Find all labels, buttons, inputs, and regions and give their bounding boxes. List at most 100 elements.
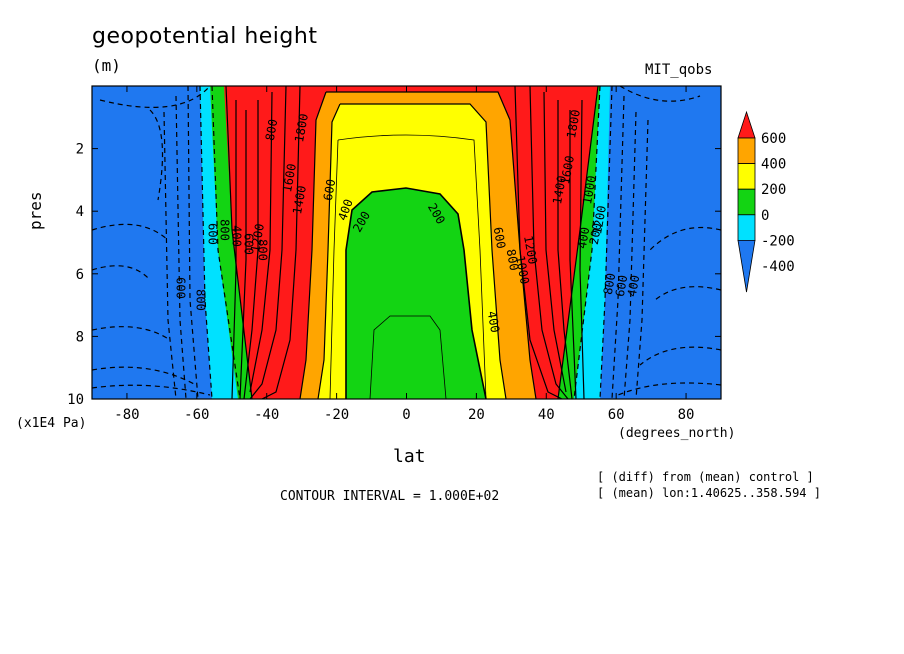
colorbar-label: 200: [761, 182, 786, 198]
y-tick-label: 6: [76, 267, 84, 283]
x-tick-label: -80: [114, 407, 139, 423]
contour-label: 600: [491, 226, 509, 250]
x-tick-label: -60: [184, 407, 209, 423]
region-neg-north: [572, 86, 610, 399]
contour-label: 800: [601, 272, 619, 296]
chart-units: (m): [92, 56, 121, 75]
colorbar-swatch: [737, 137, 756, 165]
x-tick-label: 80: [678, 407, 695, 423]
model-name: MIT_qobs: [645, 62, 713, 78]
colorbar-swatch: [737, 188, 756, 216]
contour-label: 400: [625, 274, 643, 298]
colorbar-label: 0: [761, 208, 769, 224]
colorbar-label: 400: [761, 157, 786, 173]
contour-line: [529, 86, 569, 399]
contour-line: [340, 103, 507, 399]
contour-line: [249, 86, 287, 399]
contour-line: [649, 226, 721, 251]
contour-label: 800: [263, 118, 281, 142]
contour-label: 1200: [521, 234, 540, 265]
contour-label: 1200: [248, 222, 267, 253]
contour-label: 400: [575, 226, 593, 250]
contour-line: [163, 111, 177, 399]
contour-line: [249, 91, 273, 393]
contour-line: [617, 382, 721, 396]
contour-line: [654, 286, 721, 301]
contour-line: [639, 346, 721, 366]
contour-line: [92, 223, 169, 241]
contour-line: [619, 86, 701, 102]
contour-label: 600: [174, 277, 188, 299]
contour-label: 1800: [292, 112, 311, 143]
contour-line: [261, 86, 301, 399]
contour-line: [514, 86, 563, 399]
contour-line: [187, 86, 199, 399]
contour-label: 1200: [590, 204, 609, 235]
contour-line: [92, 265, 151, 281]
contour-label: 600: [206, 223, 220, 245]
contour-label: 1000: [513, 254, 532, 285]
x-tick-label: 60: [608, 407, 625, 423]
x-tick-label: -40: [254, 407, 279, 423]
region-neg-south: [200, 86, 240, 399]
x-axis-unit: (degrees_north): [618, 426, 736, 441]
contour-label: 800: [256, 239, 270, 261]
x-tick-label: 0: [402, 407, 410, 423]
contour-line: [175, 95, 187, 399]
y-tick-label: 2: [76, 142, 84, 158]
mean-note: [ (mean) lon:1.40625..358.594 ]: [597, 486, 821, 500]
x-tick-label: -20: [324, 407, 349, 423]
y-axis: 2 4 6 8 10: [67, 142, 721, 408]
contour-line: [623, 111, 637, 399]
contour-line: [199, 86, 213, 399]
colorbar-label: -200: [761, 233, 795, 249]
contour-label: 600: [242, 233, 256, 255]
colorbar-swatch: [737, 214, 756, 241]
colorbar-swatch: [737, 240, 756, 293]
colorbar: 600 400 200 0 -200 -400: [737, 110, 795, 293]
y-tick-label: 4: [76, 204, 84, 220]
contour-line: [569, 110, 577, 399]
contour-label: 800: [504, 248, 522, 272]
contour-line: [557, 100, 573, 399]
diff-note: [ (diff) from (mean) control ]: [597, 470, 814, 484]
colorbar-swatch: [737, 110, 756, 139]
contour-label: 400: [230, 225, 244, 247]
contour-line: [543, 91, 567, 393]
contour-line: [337, 134, 487, 399]
x-axis: -80 -60 -40 -20 0 20 40 60 80: [114, 86, 694, 423]
contour-line: [573, 86, 601, 399]
contour-label: 400: [335, 197, 356, 222]
colorbar-label: -400: [761, 259, 795, 275]
chart-title: geopotential height: [92, 24, 318, 49]
contour-line: [611, 95, 625, 399]
contour-line: [599, 86, 613, 399]
contour-label: 1400: [550, 174, 569, 205]
contour-line: [317, 103, 341, 399]
contour-label: 600: [321, 178, 339, 202]
contour-label: 600: [613, 274, 631, 298]
contour-label: 1600: [280, 162, 299, 193]
contour-line: [635, 119, 649, 399]
x-tick-label: 40: [538, 407, 555, 423]
contour-label: 400: [485, 310, 503, 334]
colorbar-label: 600: [761, 131, 786, 147]
contour-line: [329, 139, 339, 399]
contour-line: [299, 91, 327, 399]
contour-label: 1400: [290, 184, 309, 215]
contour-line: [345, 187, 487, 399]
x-tick-label: 20: [468, 407, 485, 423]
contour-interval-note: CONTOUR INTERVAL = 1.000E+02: [280, 489, 500, 504]
contour-line: [92, 326, 171, 341]
contour-line: [579, 99, 585, 399]
x-axis-label: lat: [393, 446, 426, 467]
contour-label: 1600: [558, 154, 577, 185]
contour-label: 800: [194, 289, 208, 311]
colorbar-swatch: [737, 163, 756, 190]
contour-line: [225, 86, 253, 399]
y-axis-unit: (x1E4 Pa): [16, 416, 87, 431]
contour-line: [92, 384, 211, 396]
region-zero-center: [346, 188, 486, 399]
